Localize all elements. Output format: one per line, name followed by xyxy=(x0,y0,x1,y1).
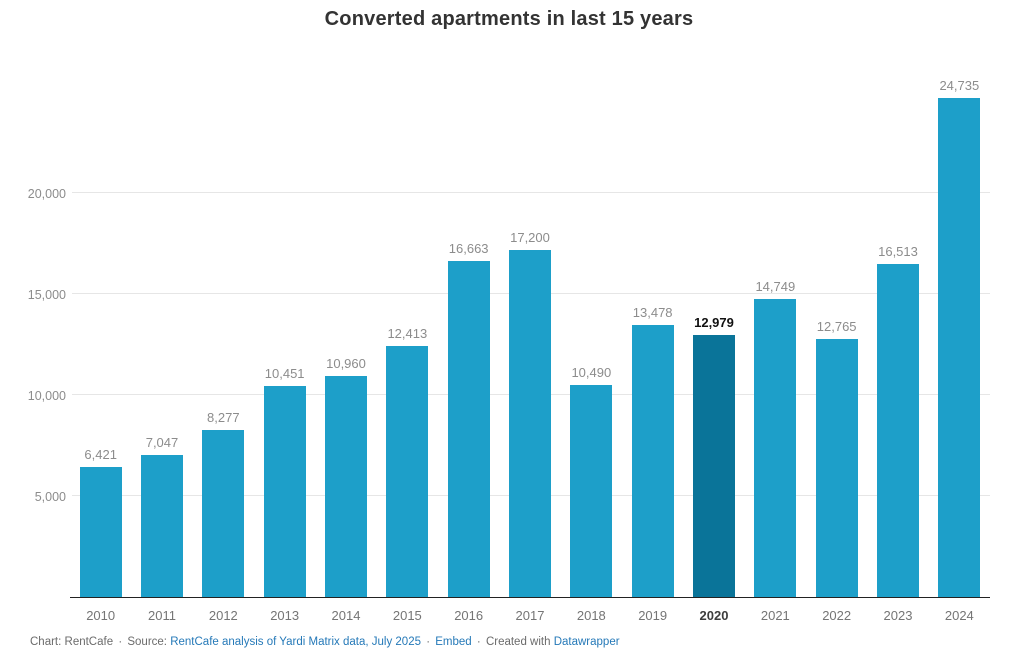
embed-link[interactable]: Embed xyxy=(435,636,472,648)
x-axis-tick-label-2014: 2014 xyxy=(331,608,361,623)
bar-2023 xyxy=(877,263,919,597)
x-axis-tick-label-2017: 2017 xyxy=(515,608,545,623)
footer: Chart: RentCafe · Source: RentCafe analy… xyxy=(30,636,620,648)
bar-value-label-2016: 16,663 xyxy=(448,240,489,256)
footer-created-with: Created with xyxy=(485,636,551,648)
footer-separator-3: · xyxy=(476,636,481,648)
bar-2021 xyxy=(754,299,797,597)
x-axis-tick-label-2023: 2023 xyxy=(883,608,913,623)
bar-value-label-2021: 14,749 xyxy=(755,279,796,295)
bar-value-label-2010: 6,421 xyxy=(84,447,117,463)
source-link[interactable]: RentCafe analysis of Yardi Matrix data, … xyxy=(170,636,421,648)
bar-value-label-2017: 17,200 xyxy=(510,229,550,245)
bar-value-label-2011: 7,047 xyxy=(145,434,179,450)
bar-value-label-2020: 12,979 xyxy=(694,314,734,330)
bar-2015 xyxy=(386,346,429,597)
y-axis-tick-label: 15,000 xyxy=(27,287,66,302)
footer-source-prefix: Source: xyxy=(127,636,167,648)
footer-separator-2: · xyxy=(426,636,431,648)
bar-value-label-2012: 8,277 xyxy=(207,409,240,425)
footer-chart-credit: Chart: RentCafe xyxy=(30,636,114,648)
bar-2024 xyxy=(938,97,981,597)
x-axis-tick-label-2010: 2010 xyxy=(86,608,116,623)
datawrapper-link[interactable]: Datawrapper xyxy=(553,636,620,648)
x-axis-tick-label-2024: 2024 xyxy=(944,608,974,623)
bar-2010 xyxy=(79,467,122,597)
bar-2014 xyxy=(325,375,367,597)
bar-2022 xyxy=(815,339,858,597)
bar-2020 xyxy=(693,334,735,597)
x-axis-tick-label-2020: 2020 xyxy=(699,608,729,623)
x-axis-tick-label-2022: 2022 xyxy=(822,608,852,623)
bar-2011 xyxy=(141,454,183,597)
bar-2017 xyxy=(509,249,551,597)
x-axis-tick-label-2012: 2012 xyxy=(208,608,238,623)
chart-title: Converted apartments in last 15 years xyxy=(324,8,694,30)
bar-2013 xyxy=(263,386,306,597)
bar-value-label-2024: 24,735 xyxy=(939,77,980,93)
bar-value-label-2019: 13,478 xyxy=(632,304,673,320)
bar-2012 xyxy=(202,429,245,597)
footer-separator-1: · xyxy=(118,636,123,648)
bar-value-label-2014: 10,960 xyxy=(326,355,366,371)
plot-area: 5,000 10,000 15,000 20,000 6,421 2010 7,047 201… xyxy=(28,60,990,623)
y-axis-tick-label: 20,000 xyxy=(27,186,66,201)
bar-value-label-2023: 16,513 xyxy=(878,243,918,259)
x-axis-tick-label-2016: 2016 xyxy=(454,608,484,623)
y-axis-tick-label: 5,000 xyxy=(34,489,66,504)
x-axis-tick-label-2021: 2021 xyxy=(760,608,790,623)
x-axis-tick-label-2015: 2015 xyxy=(392,608,422,623)
x-axis-tick-label-2013: 2013 xyxy=(270,608,300,623)
bar-2018 xyxy=(570,385,613,597)
x-axis-tick-label-2019: 2019 xyxy=(638,608,668,623)
x-axis-line xyxy=(70,596,990,598)
bar-2019 xyxy=(631,324,674,597)
bar-value-label-2018: 10,490 xyxy=(571,365,612,381)
bar-2016 xyxy=(447,260,490,597)
x-axis-tick-label-2011: 2011 xyxy=(148,608,176,623)
bar-value-label-2013: 10,451 xyxy=(264,366,305,382)
gridline-20,000 xyxy=(72,192,990,194)
bar-value-label-2022: 12,765 xyxy=(816,319,857,335)
bar-value-label-2015: 12,413 xyxy=(387,326,428,342)
x-axis-tick-label-2018: 2018 xyxy=(576,608,606,623)
y-axis-tick-label: 10,000 xyxy=(27,388,66,403)
